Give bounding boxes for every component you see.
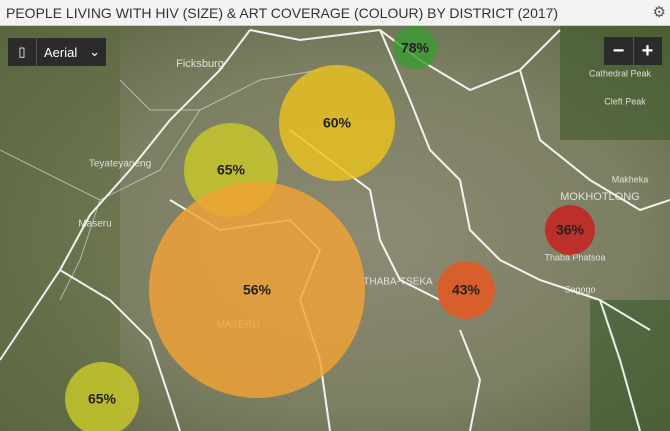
bubble-label: 36% [556, 222, 585, 238]
place-label: MOKHOTLONG [560, 191, 639, 203]
zoom-out-button[interactable]: − [604, 37, 634, 65]
district-bubble[interactable] [437, 261, 495, 319]
zoom-in-button[interactable]: + [641, 40, 654, 62]
place-label: Cathedral Peak [589, 68, 652, 78]
title: PEOPLE LIVING WITH HIV (SIZE) & ART COVE… [6, 5, 559, 21]
place-label: THABA-TSEKA [363, 277, 433, 288]
title-bar: PEOPLE LIVING WITH HIV (SIZE) & ART COVE… [0, 0, 670, 26]
place-label: Sagogo [564, 284, 595, 294]
district-bubble[interactable] [149, 182, 365, 398]
settings-icon[interactable]: ⚙ [652, 4, 666, 21]
place-label: Makheka [612, 174, 649, 184]
roads [0, 69, 321, 301]
dropdown-arrow[interactable]: ⌄ [89, 44, 100, 59]
layers-icon[interactable]: ▯ [8, 38, 37, 66]
terrain [0, 0, 120, 431]
bubble-label: 60% [323, 115, 352, 131]
place-label: Cleft Peak [604, 96, 646, 106]
place-label: Thaba Phatsoa [544, 252, 605, 262]
bubble-label: 65% [217, 162, 246, 178]
bubble-label: 56% [243, 282, 272, 298]
zoom-controls: − + [604, 37, 662, 65]
district-bubble[interactable] [279, 65, 395, 181]
bubble-label: 78% [401, 40, 430, 56]
map-style-label[interactable]: Aerial [44, 45, 78, 60]
district-bubble[interactable] [65, 362, 139, 431]
place-label: Teyateyaneng [89, 159, 151, 170]
place-label: Maseru [78, 219, 111, 230]
terrain [590, 300, 670, 431]
map-style-control[interactable]: ▯ Aerial ⌄ [8, 38, 106, 66]
district-bubble[interactable] [545, 205, 595, 255]
place-label: Ficksburg [176, 58, 224, 70]
bubble-label: 43% [452, 282, 481, 298]
bubble-label: 65% [88, 391, 117, 407]
district-bubble[interactable] [393, 26, 437, 70]
